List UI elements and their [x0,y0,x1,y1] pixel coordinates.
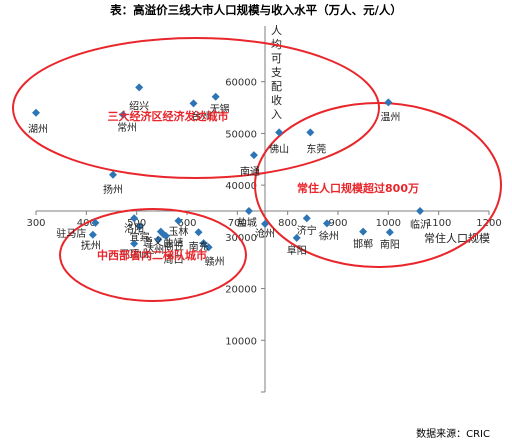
data-point [130,239,139,248]
data-point [154,235,163,244]
y-tick-label: 30000 [225,233,257,244]
y-axis-title: 人均可支配收入 [271,24,282,121]
point-label: 临沂 [410,218,430,231]
data-point [204,243,213,252]
data-point [91,218,100,227]
point-label: 南充 [189,240,209,253]
point-label: 平顶山 [119,249,149,261]
data-point [261,219,270,228]
data-point [189,99,198,108]
data-point [384,98,393,107]
point-label: 佛山 [269,142,289,155]
point-label: 无锡 [210,103,230,116]
point-label: 台州 [192,109,212,122]
data-point [135,83,144,92]
point-label: 温州 [380,111,400,123]
point-label: 驻马店 [56,227,86,240]
point-label: 徐州 [319,229,339,242]
point-label: 达州 [144,244,164,256]
x-tick-label: 600 [177,218,196,229]
y-tick-label: 50000 [225,129,257,140]
x-tick-label: 1200 [476,218,501,229]
data-point [194,228,203,237]
point-label: 扬州 [103,183,123,196]
data-point [359,227,368,236]
chart-title: 表：高溢价三线大市人口规模与收入水平（万人、元/人） [110,3,402,17]
point-label: 南通 [240,165,260,178]
point-label: 曲靖 [163,236,183,249]
x-tick-label: 500 [127,218,146,229]
point-label: 南阳 [380,238,400,251]
data-point [416,207,425,215]
point-label: 遵义 [143,236,163,249]
group-ellipse [59,208,247,302]
x-tick-label: 1100 [426,218,451,229]
y-tick-label: 60000 [225,78,257,89]
data-point [244,207,253,215]
point-label: 湖州 [28,124,48,136]
data-point [249,151,258,160]
point-label: 常州 [117,121,137,134]
data-point [135,222,144,231]
data-point [302,214,311,223]
data-point [199,239,208,248]
group-ellipse [254,102,502,268]
data-point [275,128,284,137]
data-point [322,219,331,228]
point-label: 济宁 [297,224,317,237]
x-axis-title: 常住人口规模 [424,231,490,245]
point-label: 邯郸 [353,238,373,251]
data-point [292,233,301,242]
group-ellipse [12,37,380,179]
point-label: 东莞 [306,142,326,155]
point-label: 玉林 [168,225,188,238]
data-point [130,214,139,223]
point-label: 赣州 [205,255,225,268]
point-label: 宜宾 [130,231,150,244]
group-annotation: 常住人口规模超过800万 [297,181,419,195]
x-tick-label: 900 [328,218,347,229]
data-point [156,227,165,236]
data-point [119,110,128,119]
data-point [385,228,394,237]
data-point [161,231,170,240]
point-label: 商丘 [164,240,184,253]
y-tick-label: 20000 [225,285,257,296]
data-point [32,108,40,117]
point-label: 沧州 [255,227,275,240]
group-annotation: 中西部省内二梯队城市 [97,248,207,262]
data-point [306,128,315,137]
data-point [109,170,118,179]
point-label: 盐城 [237,216,257,229]
data-point [88,230,97,239]
point-label: 绍兴 [129,99,149,112]
data-source: 数据来源：CRIC [416,429,490,440]
x-tick-label: 300 [26,218,45,229]
group-annotation: 三大经济区经济发达城市 [108,109,229,123]
x-tick-label: 700 [228,218,247,229]
point-label: 洛阳 [124,222,144,235]
y-tick-label: 40000 [225,181,257,192]
data-point [211,92,220,101]
point-label: 周口 [164,254,184,266]
x-tick-label: 1000 [376,218,401,229]
point-label: 阜阳 [287,244,307,257]
y-tick-label: 10000 [225,336,257,347]
point-label: 抚州 [81,240,101,252]
data-point [174,216,183,225]
x-tick-label: 800 [278,218,297,229]
